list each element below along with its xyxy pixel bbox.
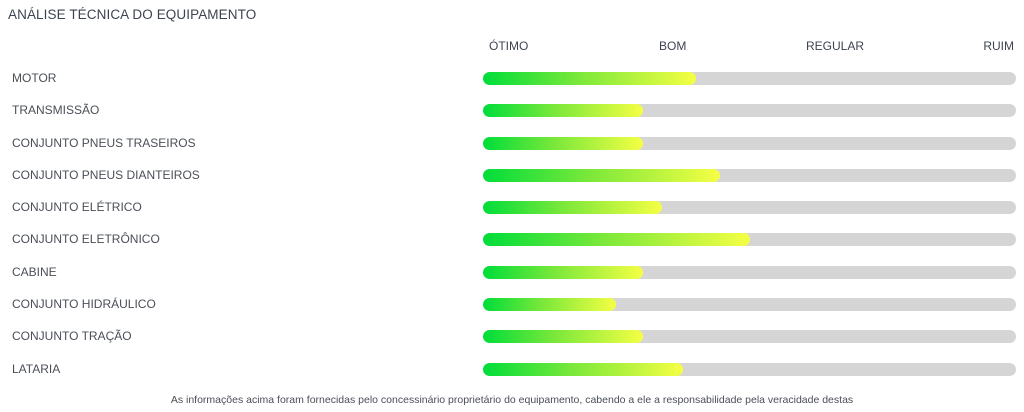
row-label: TRANSMISSÃO bbox=[12, 103, 100, 118]
rating-bar-fill bbox=[483, 136, 643, 150]
rating-bar-fill bbox=[483, 233, 750, 247]
row-label: CONJUNTO TRAÇÃO bbox=[12, 329, 132, 344]
analysis-row-eletronico: CONJUNTO ELETRÔNICO bbox=[0, 223, 1024, 255]
disclaimer-text: As informações acima foram fornecidas pe… bbox=[170, 394, 854, 406]
analysis-row-lataria: LATARIA bbox=[0, 353, 1024, 385]
rating-bar bbox=[483, 298, 1016, 312]
row-label: CONJUNTO PNEUS TRASEIROS bbox=[12, 135, 196, 150]
rating-bar-fill bbox=[483, 362, 683, 376]
rating-bar-fill bbox=[483, 330, 643, 344]
analysis-row-cabine: CABINE bbox=[0, 256, 1024, 288]
rating-scale: ÓTIMO BOM REGULAR RUIM bbox=[483, 39, 1016, 55]
rating-bar bbox=[483, 330, 1016, 344]
row-label: CONJUNTO PNEUS DIANTEIROS bbox=[12, 167, 200, 182]
row-label: LATARIA bbox=[12, 361, 61, 376]
rating-bar bbox=[483, 136, 1016, 150]
rating-bar-fill bbox=[483, 298, 617, 312]
row-label: CABINE bbox=[12, 264, 57, 279]
rating-bar-fill bbox=[483, 168, 721, 182]
rating-bar bbox=[483, 265, 1016, 279]
rating-bar bbox=[483, 168, 1016, 182]
analysis-row-motor: MOTOR bbox=[0, 62, 1024, 94]
rating-bar bbox=[483, 362, 1016, 376]
row-label: CONJUNTO ELETRÔNICO bbox=[12, 232, 160, 247]
rating-bar bbox=[483, 104, 1016, 118]
row-label: CONJUNTO ELÉTRICO bbox=[12, 200, 142, 215]
rating-bar bbox=[483, 201, 1016, 215]
rating-bar-fill bbox=[483, 265, 643, 279]
analysis-row-pneus-dianteiros: CONJUNTO PNEUS DIANTEIROS bbox=[0, 159, 1024, 191]
page-title: ANÁLISE TÉCNICA DO EQUIPAMENTO bbox=[8, 7, 257, 22]
analysis-row-eletrico: CONJUNTO ELÉTRICO bbox=[0, 191, 1024, 223]
rating-bar bbox=[483, 72, 1016, 85]
row-label: CONJUNTO HIDRÁULICO bbox=[12, 297, 156, 312]
analysis-list: MOTOR TRANSMISSÃO CONJUNTO PNEUS TRASEIR… bbox=[0, 62, 1024, 385]
scale-label-bom: BOM bbox=[659, 39, 687, 53]
analysis-row-transmissao: TRANSMISSÃO bbox=[0, 94, 1024, 126]
rating-bar-fill bbox=[483, 72, 697, 85]
analysis-row-hidraulico: CONJUNTO HIDRÁULICO bbox=[0, 288, 1024, 320]
rating-bar-fill bbox=[483, 201, 662, 215]
scale-label-ruim: RUIM bbox=[983, 39, 1014, 53]
row-label: MOTOR bbox=[12, 71, 57, 85]
scale-label-regular: REGULAR bbox=[806, 39, 865, 53]
rating-bar-fill bbox=[483, 104, 643, 118]
analysis-row-pneus-traseiros: CONJUNTO PNEUS TRASEIROS bbox=[0, 127, 1024, 159]
analysis-row-tracao: CONJUNTO TRAÇÃO bbox=[0, 320, 1024, 352]
scale-label-otimo: ÓTIMO bbox=[489, 39, 529, 53]
rating-bar bbox=[483, 233, 1016, 247]
